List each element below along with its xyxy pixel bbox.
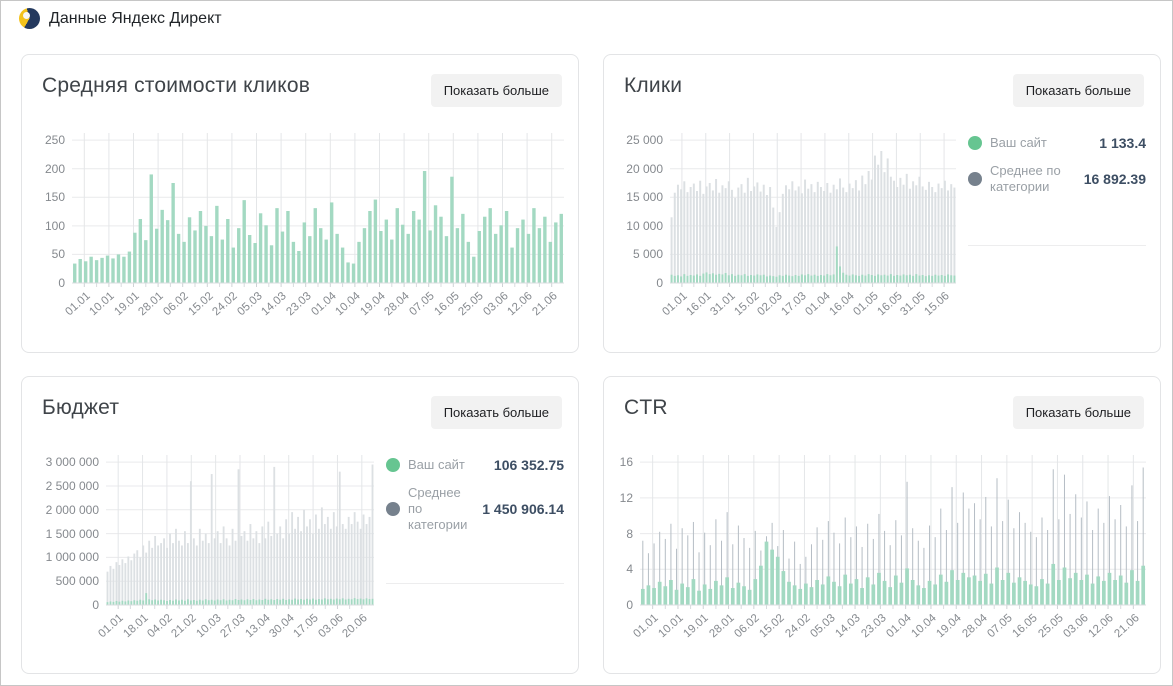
plot-column: 01.01 10.01 19.01 28.01 06.02 15.02 24.02 05.03… (631, 455, 1146, 651)
budget-chart: 0 500 000 1 000 000 1 500 000 2 000 000 2 500… (34, 455, 374, 651)
your-site-dot-icon (386, 458, 400, 472)
y-axis-tick-label: 2 000 000 (45, 502, 99, 517)
y-axis-tick-label: 20 000 (626, 161, 663, 176)
plot-area (640, 455, 1146, 609)
y-axis-tick-label: 4 (626, 562, 633, 577)
plot-column: 01.01 10.01 19.01 28.01 06.02 15.02 24.02 05.03… (62, 133, 564, 329)
y-axis-tick-label: 12 (619, 490, 633, 505)
chart-canvas (106, 455, 374, 609)
x-axis: 01.01 10.01 19.01 28.01 06.02 15.02 24.02 05.03… (631, 612, 1142, 641)
y-axis-tick-label: 100 (44, 218, 65, 233)
panel-header: Клики Показать больше (604, 55, 1160, 107)
panel-budget: Бюджет Показать больше 0 500 000 1 000 000… (21, 376, 579, 674)
y-axis-tick-label: 2 500 000 (45, 478, 99, 493)
legend-label: Ваш сайт (408, 457, 465, 472)
plot-column: 01.01 18.01 04.02 21.02 10.03 27.03 13.04 30.04… (96, 455, 374, 651)
legend-item-your-site: Ваш сайт 1 133.4 (968, 135, 1146, 151)
y-axis: 0 50 100 150 200 250 (34, 133, 72, 329)
y-axis-tick-label: 15 000 (626, 190, 663, 205)
panel-clicks: Клики Показать больше 0 5 000 10 000 15 000… (603, 54, 1161, 353)
legend-item-your-site: Ваш сайт 106 352.75 (386, 457, 564, 473)
y-axis-tick-label: 16 (619, 455, 633, 470)
panel-body: 0 500 000 1 000 000 1 500 000 2 000 000 2 500… (22, 455, 578, 651)
panel-header: Средняя стоимости кликов Показать больше (22, 55, 578, 107)
legend-value: 16 892.39 (1083, 171, 1146, 187)
y-axis-tick-label: 500 000 (55, 574, 99, 589)
y-axis-tick-label: 0 (656, 276, 663, 290)
legend-label: Ваш сайт (990, 135, 1047, 150)
chart-canvas (670, 133, 956, 287)
plot-area (106, 455, 374, 609)
legend-divider (968, 245, 1146, 246)
page-title: Данные Яндекс Директ (49, 9, 222, 27)
plot-column: 01.01 16.01 31.01 15.02 02.03 17.03 01.04 16.04… (660, 133, 956, 329)
plot-area (72, 133, 564, 287)
legend-value: 1 450 906.14 (482, 501, 564, 517)
chart-legend: Ваш сайт 106 352.75 Среднее по категории… (386, 455, 564, 651)
y-axis-tick-label: 3 000 000 (45, 455, 99, 470)
y-axis-tick-label: 25 000 (626, 133, 663, 148)
your-site-dot-icon (968, 136, 982, 150)
y-axis-tick-label: 8 (626, 526, 633, 541)
y-axis-tick-label: 1 000 000 (45, 550, 99, 565)
panel-body: 0 5 000 10 000 15 000 20 000 25 000 01.01 16.0… (604, 133, 1160, 329)
y-axis-tick-label: 0 (92, 598, 99, 612)
panel-ctr: CTR Показать больше 0 4 8 12 16 01.01 10.01 19… (603, 376, 1161, 674)
yandex-direct-logo-icon (19, 8, 40, 29)
panel-header: Бюджет Показать больше (22, 377, 578, 429)
y-axis-tick-label: 0 (626, 598, 633, 612)
y-axis-tick-label: 10 000 (626, 218, 663, 233)
legend-item-category-avg: Среднее по категории 1 450 906.14 (386, 485, 564, 533)
y-axis: 0 4 8 12 16 (616, 455, 640, 651)
legend-item-category-avg: Среднее по категории 16 892.39 (968, 163, 1146, 195)
show-more-button[interactable]: Показать больше (430, 74, 562, 107)
y-axis-tick-label: 50 (51, 247, 65, 262)
panel-body: 0 4 8 12 16 01.01 10.01 19.01 28.01 06.02 15.02 24… (604, 455, 1160, 651)
avg-click-cost-chart: 0 50 100 150 200 250 01.01 10.01 19.01 28.01 06.0… (34, 133, 564, 329)
legend-divider (386, 583, 564, 584)
chart-legend: Ваш сайт 1 133.4 Среднее по категории 16… (968, 133, 1146, 329)
chart-canvas (640, 455, 1146, 609)
y-axis-tick-label: 1 500 000 (45, 526, 99, 541)
x-axis: 01.01 10.01 19.01 28.01 06.02 15.02 24.02 05.03… (62, 290, 560, 319)
x-axis: 01.01 18.01 04.02 21.02 10.03 27.03 13.04 30.04… (96, 612, 370, 641)
y-axis-tick-label: 200 (44, 161, 65, 176)
plot-area (670, 133, 956, 287)
panel-header: CTR Показать больше (604, 377, 1160, 429)
ctr-chart: 0 4 8 12 16 01.01 10.01 19.01 28.01 06.02 15.02 24… (616, 455, 1146, 651)
show-more-button[interactable]: Показать больше (1012, 396, 1144, 429)
category-avg-dot-icon (968, 172, 982, 186)
chart-canvas (72, 133, 564, 287)
y-axis-tick-label: 150 (44, 190, 65, 205)
legend-value: 1 133.4 (1099, 135, 1146, 151)
y-axis: 0 500 000 1 000 000 1 500 000 2 000 000 2 500… (34, 455, 106, 651)
y-axis-tick-label: 250 (44, 133, 65, 148)
panel-title: CTR (624, 396, 668, 419)
show-more-button[interactable]: Показать больше (1012, 74, 1144, 107)
y-axis: 0 5 000 10 000 15 000 20 000 25 000 (616, 133, 670, 329)
legend-label: Среднее по категории (408, 485, 468, 532)
y-axis-tick-label: 0 (58, 276, 65, 290)
panel-title: Средняя стоимости кликов (42, 74, 311, 97)
y-axis-tick-label: 5 000 (632, 247, 663, 262)
panel-body: 0 50 100 150 200 250 01.01 10.01 19.01 28.01 06.0… (22, 133, 578, 329)
app-header: Данные Яндекс Директ (19, 8, 222, 29)
panel-title: Клики (624, 74, 683, 97)
legend-label: Среднее по категории (990, 163, 1061, 194)
legend-value: 106 352.75 (493, 457, 564, 473)
show-more-button[interactable]: Показать больше (430, 396, 562, 429)
panel-avg-click-cost: Средняя стоимости кликов Показать больше… (21, 54, 579, 353)
x-axis: 01.01 16.01 31.01 15.02 02.03 17.03 01.04 16.04… (660, 290, 953, 319)
panel-title: Бюджет (42, 396, 120, 419)
clicks-chart: 0 5 000 10 000 15 000 20 000 25 000 01.01 16.0… (616, 133, 956, 329)
category-avg-dot-icon (386, 502, 400, 516)
